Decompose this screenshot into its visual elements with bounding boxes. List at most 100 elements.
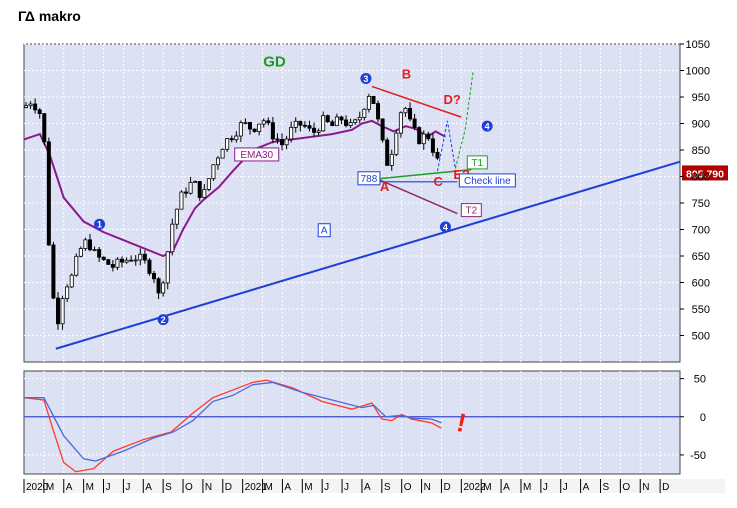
candle-body: [330, 121, 335, 127]
candle-body: [371, 95, 376, 104]
y-tick-label: 500: [692, 331, 710, 343]
ema30-label-box: [234, 147, 280, 162]
projection-green: [454, 70, 474, 169]
line-T2: [377, 178, 458, 215]
last-price-label: 805.790: [686, 168, 724, 180]
candle-body: [115, 258, 120, 268]
candle-body: [23, 105, 28, 108]
x-tick-label: O: [404, 482, 412, 493]
x-tick-label: M: [304, 482, 312, 493]
wave-4-upper-label: 4: [485, 122, 490, 132]
candle-body: [211, 164, 216, 180]
x-tick-label: N: [424, 482, 431, 493]
wave-1-circle: [94, 218, 106, 230]
x-tick-label: M: [483, 482, 491, 493]
osc-line-blue: [24, 381, 442, 462]
candle-body: [78, 248, 83, 257]
candle-body: [284, 138, 289, 146]
candle-body: [87, 239, 92, 251]
candle-body: [142, 253, 147, 261]
candle-body: [206, 178, 211, 190]
candle-body: [202, 188, 207, 198]
x-tick-label: D: [443, 482, 450, 493]
candle-body: [110, 264, 115, 268]
candle-body: [243, 122, 248, 124]
candle-body: [60, 298, 65, 325]
candle-body: [344, 119, 349, 126]
x-tick-label: J: [125, 482, 130, 493]
candle-body: [229, 138, 234, 141]
candle-body: [398, 112, 403, 134]
osc-y-tick-label: -50: [690, 450, 706, 462]
candle-body: [216, 157, 221, 166]
y-tick-label: 900: [692, 119, 710, 131]
x-tick-label: 2020: [26, 482, 49, 493]
candle-body: [92, 249, 97, 251]
candle-body: [225, 138, 230, 150]
candle-body: [435, 151, 440, 159]
candle-body: [165, 251, 170, 284]
candle-body: [174, 208, 179, 225]
candle-body: [339, 116, 344, 121]
candle-body: [302, 124, 307, 127]
candle-body: [270, 122, 275, 140]
y-tick-label: 800: [692, 172, 710, 184]
candle-body: [376, 103, 381, 120]
candle-body: [133, 259, 138, 262]
y-tick-label: 700: [692, 225, 710, 237]
osc-y-tick-label: 50: [694, 374, 706, 386]
candle-body: [307, 125, 312, 129]
candle-body: [385, 139, 390, 166]
candle-body: [51, 244, 56, 299]
candle-body: [261, 120, 266, 125]
x-tick-label: J: [106, 482, 111, 493]
candle-body: [220, 148, 225, 159]
candle-body: [33, 103, 38, 111]
candle-body: [170, 223, 175, 253]
candle-body: [97, 249, 102, 258]
candle-body: [394, 132, 399, 155]
candle-body: [46, 141, 51, 246]
ema30-label-text: EMA30: [240, 150, 273, 161]
x-tick-label: J: [543, 482, 548, 493]
candle-body: [362, 108, 367, 118]
wave-3-label: 3: [363, 74, 368, 84]
label-D: D?: [443, 92, 460, 107]
check-line-label-text: Check line: [464, 176, 511, 187]
x-tick-label: N: [205, 482, 212, 493]
x-tick-label: A: [583, 482, 590, 493]
candle-body: [179, 191, 184, 210]
y-tick-label: 1000: [686, 66, 710, 78]
candle-body: [366, 95, 371, 110]
x-tick-label: A: [145, 482, 152, 493]
candle-body: [124, 259, 129, 263]
candle-body: [298, 120, 303, 126]
candle-body: [380, 118, 385, 141]
candle-body: [293, 120, 298, 128]
x-tick-label: J: [344, 482, 349, 493]
candle-body: [325, 115, 330, 123]
candle-body: [316, 130, 321, 133]
candle-body: [120, 258, 125, 263]
candle-body: [238, 122, 243, 137]
candle-body: [152, 273, 157, 280]
candle-body: [161, 282, 166, 294]
candle-body: [334, 116, 339, 127]
x-tick-label: D: [225, 482, 232, 493]
candle-body: [421, 133, 426, 145]
candle-body: [426, 133, 431, 140]
y-tick-label: 750: [692, 198, 710, 210]
label-A: A: [380, 179, 390, 194]
candle-body: [106, 259, 111, 265]
candle-body: [389, 153, 394, 166]
candle-body: [289, 126, 294, 140]
x-axis-bar: [24, 479, 725, 493]
y-tick-label: 600: [692, 278, 710, 290]
candle-body: [138, 253, 143, 261]
candle-body: [129, 259, 134, 262]
x-tick-label: 2021: [245, 482, 268, 493]
wave-2-label: 2: [161, 315, 166, 325]
candle-body: [348, 122, 353, 126]
candle-body: [193, 181, 198, 183]
